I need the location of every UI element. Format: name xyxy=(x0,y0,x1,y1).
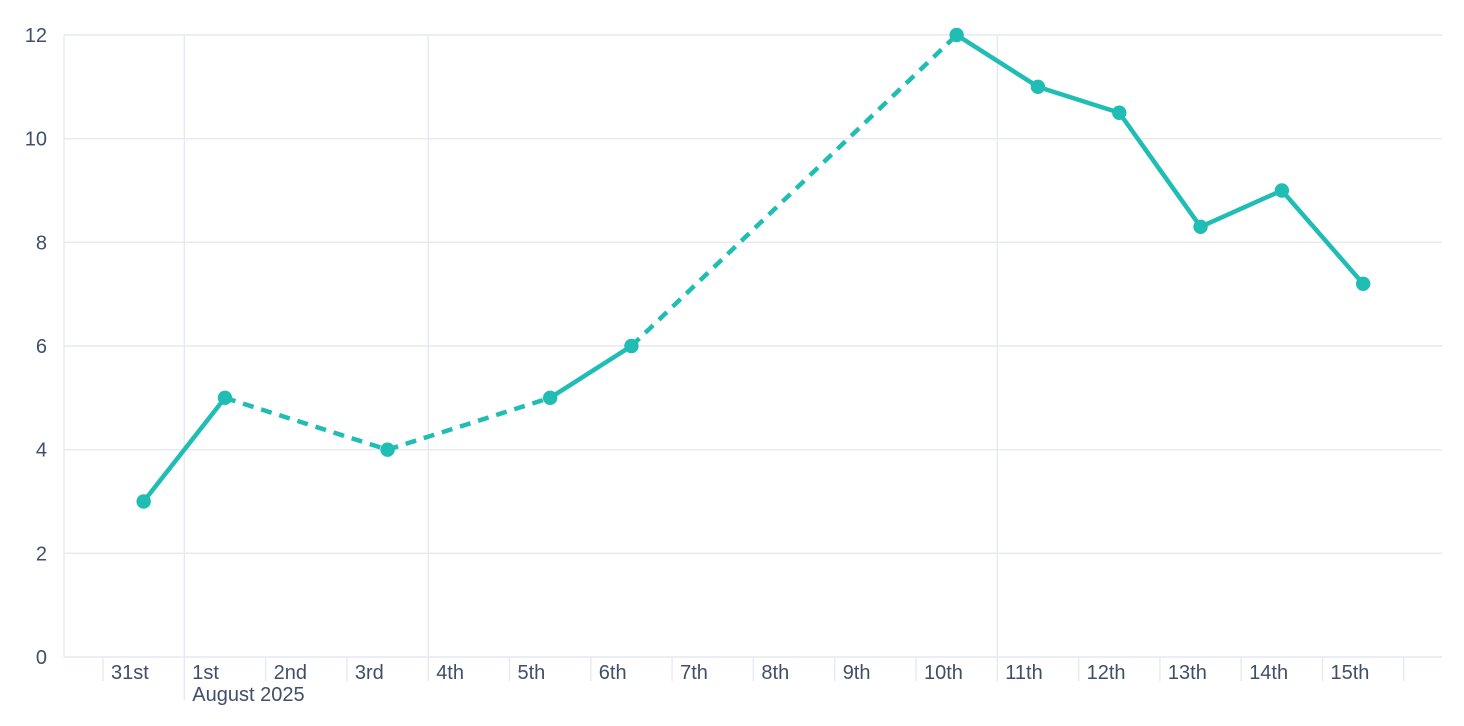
x-axis-label: 15th xyxy=(1331,662,1370,684)
data-point-marker[interactable] xyxy=(380,442,395,457)
gridlines-layer xyxy=(63,34,1442,700)
y-axis-label: 2 xyxy=(36,543,47,565)
data-point-marker[interactable] xyxy=(542,390,558,406)
x-axis-label: 2nd xyxy=(274,662,307,684)
data-point-marker[interactable] xyxy=(1030,79,1046,95)
data-point-marker[interactable] xyxy=(217,390,233,406)
series-segment-dashed xyxy=(386,395,551,452)
series-segment-dashed xyxy=(629,33,959,348)
y-axis-label: 10 xyxy=(25,129,47,151)
data-point-marker[interactable] xyxy=(1112,105,1127,120)
x-axis-label: 11th xyxy=(1005,662,1042,684)
x-axis-label: 12th xyxy=(1087,662,1126,684)
y-axis-label: 12 xyxy=(25,25,47,47)
y-axis-label: 6 xyxy=(36,336,47,358)
series-segment-dashed xyxy=(224,395,389,452)
data-point-marker[interactable] xyxy=(1355,276,1371,291)
data-point-marker[interactable] xyxy=(1193,219,1208,234)
x-axis-label: 10th xyxy=(924,662,963,684)
series-segment-solid xyxy=(1280,189,1365,286)
x-axis-label: 5th xyxy=(518,662,546,684)
x-axis-label: 3rd xyxy=(355,662,384,684)
data-point-marker[interactable] xyxy=(136,494,151,509)
series-segment-solid xyxy=(141,396,227,503)
series-segment-solid xyxy=(1037,84,1120,115)
series-segment-solid xyxy=(955,33,1040,89)
series-segment-solid xyxy=(1117,111,1203,229)
x-axis-label: 6th xyxy=(599,662,627,684)
x-axis-label: 14th xyxy=(1249,662,1288,684)
series-segment-solid xyxy=(1199,188,1283,229)
x-axis-label: 13th xyxy=(1168,662,1207,684)
x-axis-label: 4th xyxy=(436,662,464,684)
x-axis-label: 8th xyxy=(761,662,789,684)
x-axis-label: 9th xyxy=(843,662,871,684)
y-axis-label: 4 xyxy=(36,440,47,462)
data-point-marker[interactable] xyxy=(624,338,639,354)
x-axis-label: 7th xyxy=(680,662,708,684)
x-axis-label: 1st xyxy=(192,662,219,684)
series-layer xyxy=(136,27,1371,509)
x-axis-label: 31st xyxy=(111,662,149,684)
y-axis-label: 0 xyxy=(36,647,47,669)
x-axis-month-label: August 2025 xyxy=(192,684,304,706)
data-point-marker[interactable] xyxy=(1274,183,1290,198)
series-segment-solid xyxy=(548,344,633,400)
data-point-marker[interactable] xyxy=(949,27,964,43)
y-axis-label: 8 xyxy=(36,232,47,254)
